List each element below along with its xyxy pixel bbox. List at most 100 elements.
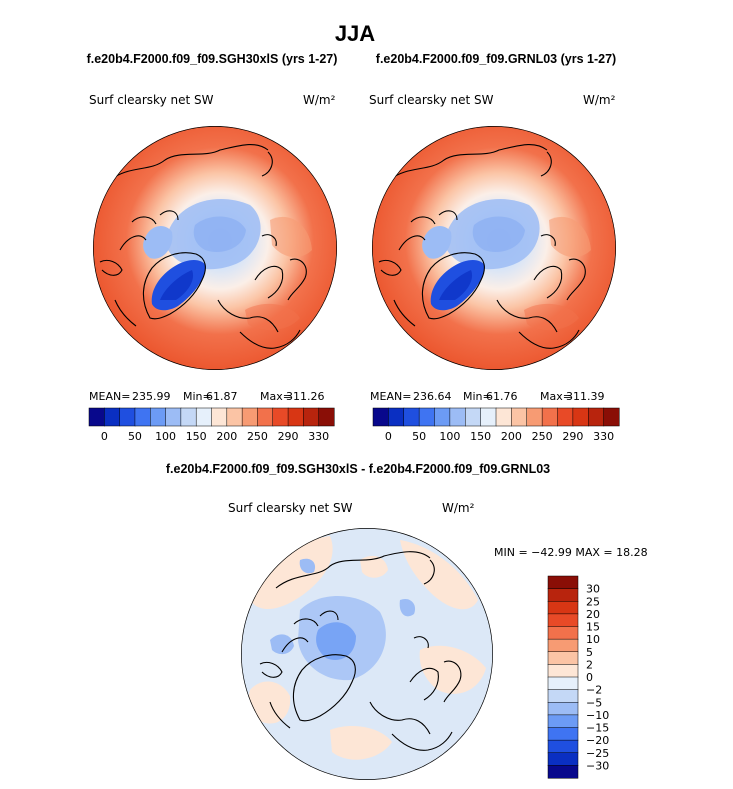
panel-diff-colorbar-tick-label: 30: [586, 583, 600, 596]
panel-left-colorbar-swatch: [165, 407, 182, 427]
panel-left: f.e20b4.F2000.f09_f09.SGH30xlS (yrs 1-27…: [87, 52, 338, 443]
panel-left-colorbar-swatch: [303, 407, 320, 427]
panel-diff-colorbar-swatch: [547, 638, 579, 653]
panel-diff-colorbar-tick-label: 25: [586, 595, 600, 608]
panel-diff-variable: Surf clearsky net SW: [228, 501, 353, 515]
panel-right-colorbar: [372, 407, 620, 427]
panel-left-colorbar-tick-label: 250: [247, 430, 268, 443]
panel-right-colorbar-swatch: [572, 407, 589, 427]
panel-left-colorbar-tick-label: 100: [155, 430, 176, 443]
panel-left-colorbar-swatch: [104, 407, 121, 427]
panel-diff-colorbar-swatch: [547, 613, 579, 628]
panel-diff-colorbar: [547, 575, 579, 779]
panel-left-colorbar: [88, 407, 335, 427]
panel-left-colorbar-swatch: [211, 407, 228, 427]
panel-right-colorbar-swatch: [603, 407, 620, 427]
panel-diff-colorbar-swatch: [547, 702, 579, 716]
panel-diff-minmax: MIN = −42.99 MAX = 18.28: [494, 546, 648, 559]
panel-left-colorbar-tick-label: 330: [308, 430, 329, 443]
panel-diff-colorbar-swatch: [547, 588, 579, 602]
panel-left-colorbar-swatch: [195, 407, 213, 427]
panel-left-title: f.e20b4.F2000.f09_f09.SGH30xlS (yrs 1-27…: [87, 52, 338, 66]
panel-diff-colorbar-swatch: [547, 689, 579, 703]
panel-diff-colorbar-swatch: [547, 626, 579, 640]
panel-diff-colorbar-tick-label: 0: [586, 671, 593, 684]
panel-right-colorbar-tick-label: 250: [532, 430, 553, 443]
panel-diff-colorbar-tick-label: −5: [586, 696, 602, 709]
panel-right-colorbar-ticks: 0 50 100 150 200 250 290 330: [385, 430, 614, 443]
panel-left-units: W/m²: [303, 93, 336, 107]
panel-left-colorbar-ticks: 0 50 100 150 200 250 290 330: [101, 430, 329, 443]
panel-right-colorbar-swatch: [465, 407, 482, 427]
panel-left-colorbar-swatch: [119, 407, 136, 427]
panel-left-colorbar-swatch: [318, 407, 335, 427]
panel-right-units: W/m²: [583, 93, 616, 107]
panel-right-coastlines: [378, 144, 586, 349]
panel-left-colorbar-tick-label: 290: [278, 430, 299, 443]
panel-right: f.e20b4.F2000.f09_f09.GRNL03 (yrs 1-27) …: [369, 52, 620, 443]
panel-right-map: [372, 126, 616, 370]
panel-right-colorbar-tick-label: 330: [593, 430, 614, 443]
panel-diff-units: W/m²: [442, 501, 475, 515]
panel-right-colorbar-tick-label: 0: [385, 430, 392, 443]
panel-diff-colorbar-tick-label: 2: [586, 658, 593, 671]
panel-right-colorbar-tick-label: 50: [412, 430, 426, 443]
panel-left-colorbar-tick-label: 50: [128, 430, 142, 443]
panel-left-colorbar-swatch: [180, 407, 197, 427]
panel-diff-colorbar-tick-label: −30: [586, 759, 609, 772]
panel-left-map: [93, 126, 337, 370]
panel-diff-colorbar-swatch: [547, 752, 579, 766]
panel-diff-colorbar-tick-label: −2: [586, 684, 602, 697]
panel-left-colorbar-swatch: [88, 407, 105, 427]
panel-left-colorbar-swatch: [134, 407, 151, 427]
panel-diff-colorbar-tick-label: 5: [586, 646, 593, 659]
panel-diff-colorbar-swatch: [547, 575, 579, 590]
panel-diff-colorbar-swatch: [547, 739, 579, 754]
panel-right-colorbar-swatch: [526, 407, 543, 427]
figure-title: JJA: [335, 21, 375, 46]
panel-left-colorbar-tick-label: 200: [216, 430, 237, 443]
panel-right-colorbar-swatch: [495, 407, 512, 427]
panel-diff-colorbar-tick-label: 15: [586, 621, 600, 634]
panel-left-colorbar-swatch: [287, 407, 304, 427]
panel-diff-colorbar-tick-label: −10: [586, 709, 609, 722]
panel-right-colorbar-tick-label: 150: [470, 430, 491, 443]
panel-right-colorbar-swatch: [480, 407, 497, 427]
panel-diff-colorbar-tick-label: −20: [586, 734, 609, 747]
panel-left-coastlines: [99, 144, 307, 349]
panel-diff: f.e20b4.F2000.f09_f09.SGH30xlS - f.e20b4…: [166, 462, 648, 780]
panel-right-colorbar-tick-label: 200: [501, 430, 522, 443]
panel-right-colorbar-swatch: [449, 407, 466, 427]
panel-right-colorbar-swatch: [372, 407, 389, 427]
panel-left-colorbar-swatch: [226, 407, 243, 427]
panel-diff-colorbar-swatch: [547, 676, 579, 691]
panel-diff-colorbar-swatch: [547, 664, 579, 678]
panel-diff-colorbar-tick-label: 10: [586, 633, 600, 646]
panel-right-colorbar-swatch: [403, 407, 420, 427]
panel-right-colorbar-swatch: [557, 407, 574, 427]
panel-right-colorbar-tick-label: 290: [562, 430, 583, 443]
panel-diff-colorbar-tick-label: −15: [586, 722, 609, 735]
panel-left-colorbar-tick-label: 150: [186, 430, 207, 443]
panel-right-variable: Surf clearsky net SW: [369, 93, 494, 107]
panel-diff-colorbar-swatch: [547, 714, 579, 729]
panel-right-colorbar-swatch: [388, 407, 405, 427]
panel-diff-title: f.e20b4.F2000.f09_f09.SGH30xlS - f.e20b4…: [166, 462, 550, 476]
panel-right-colorbar-swatch: [434, 407, 451, 427]
panel-right-colorbar-swatch: [588, 407, 605, 427]
panel-diff-colorbar-swatch: [547, 727, 579, 741]
panel-left-variable: Surf clearsky net SW: [89, 93, 214, 107]
panel-right-colorbar-tick-label: 100: [439, 430, 460, 443]
panel-diff-coastlines: [259, 551, 462, 751]
panel-right-colorbar-swatch: [418, 407, 436, 427]
panel-diff-map: [241, 528, 493, 780]
panel-diff-colorbar-swatch: [547, 651, 579, 665]
panel-right-title: f.e20b4.F2000.f09_f09.GRNL03 (yrs 1-27): [376, 52, 616, 66]
panel-left-colorbar-swatch: [241, 407, 258, 427]
panel-left-colorbar-tick-label: 0: [101, 430, 108, 443]
panel-right-stats: MEAN= 236.64 Min=61.76 Max=311.39: [370, 390, 605, 403]
panel-left-colorbar-swatch: [272, 407, 289, 427]
panel-right-colorbar-swatch: [541, 407, 559, 427]
